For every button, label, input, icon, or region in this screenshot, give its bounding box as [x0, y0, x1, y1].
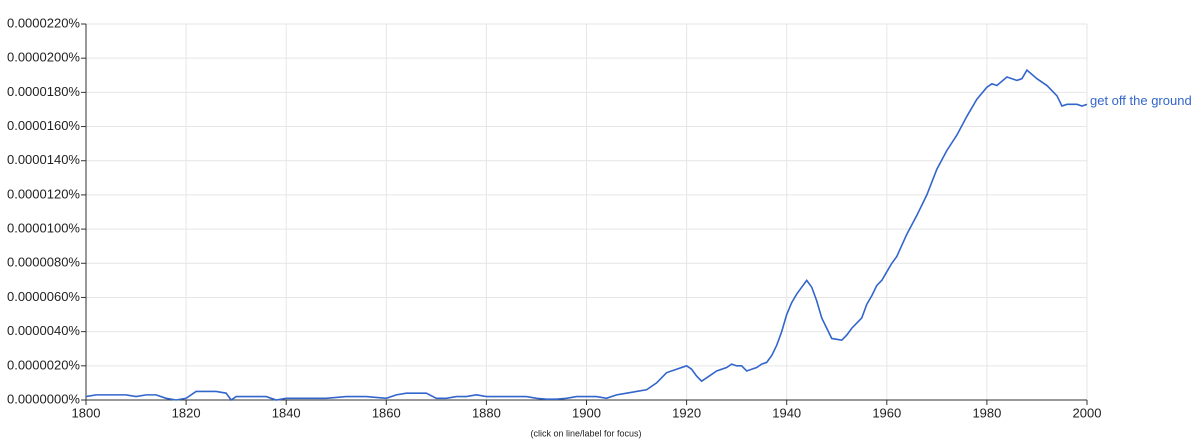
x-tick-label: 1900 [572, 405, 601, 420]
x-tick-label: 1860 [372, 405, 401, 420]
y-tick-label: 0.0000120% [7, 186, 80, 201]
line-series[interactable] [85, 68, 1088, 402]
x-tick-label: 2000 [1073, 405, 1102, 420]
chart-note: (click on line/label for focus) [530, 428, 641, 438]
y-tick-label: 0.0000000% [7, 391, 80, 406]
y-tick-label: 0.0000080% [7, 255, 80, 270]
x-tick-label: 1800 [72, 405, 101, 420]
y-tick-label: 0.0000100% [7, 221, 80, 236]
x-tick-label: 1940 [772, 405, 801, 420]
y-tick-label: 0.0000180% [7, 84, 80, 99]
y-tick-label: 0.0000140% [7, 152, 80, 167]
x-tick-label: 1960 [872, 405, 901, 420]
x-tick-label: 1840 [272, 405, 301, 420]
y-tick-label: 0.0000060% [7, 289, 80, 304]
x-tick-label: 1980 [972, 405, 1001, 420]
y-tick-label: 0.0000020% [7, 357, 80, 372]
x-tick-label: 1920 [672, 405, 701, 420]
y-tick-label: 0.0000200% [7, 50, 80, 65]
y-tick-label: 0.0000160% [7, 118, 80, 133]
series-label[interactable]: get off the ground [1090, 93, 1192, 108]
y-tick-label: 0.0000040% [7, 323, 80, 338]
x-tick-label: 1820 [172, 405, 201, 420]
x-tick-label: 1880 [472, 405, 501, 420]
y-tick-label: 0.0000220% [7, 15, 80, 30]
